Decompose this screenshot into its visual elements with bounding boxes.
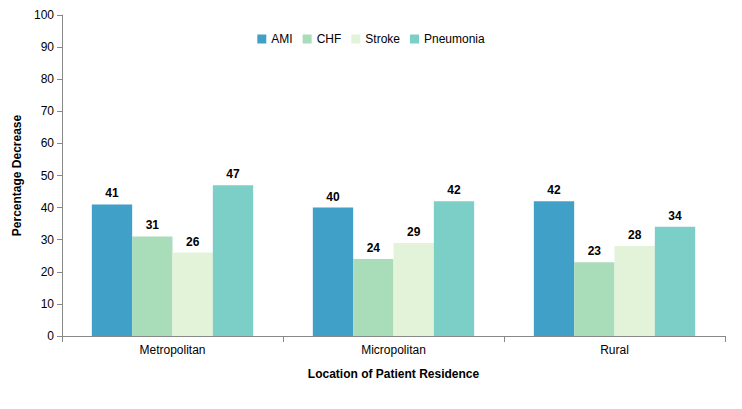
svg-text:Pneumonia: Pneumonia [424,32,485,46]
svg-text:0: 0 [47,329,54,343]
svg-text:30: 30 [41,233,55,247]
svg-text:29: 29 [407,225,421,239]
svg-text:42: 42 [547,183,561,197]
svg-text:23: 23 [588,244,602,258]
svg-text:Location of Patient Residence: Location of Patient Residence [308,367,480,381]
svg-text:70: 70 [41,104,55,118]
svg-text:41: 41 [105,186,119,200]
svg-text:31: 31 [146,218,160,232]
svg-text:10: 10 [41,297,55,311]
svg-text:90: 90 [41,40,55,54]
svg-text:40: 40 [41,201,55,215]
svg-text:26: 26 [186,235,200,249]
svg-text:20: 20 [41,265,55,279]
svg-text:CHF: CHF [317,32,342,46]
svg-text:28: 28 [628,228,642,242]
svg-text:Rural: Rural [600,343,629,357]
svg-text:Metropolitan: Metropolitan [139,343,205,357]
svg-text:50: 50 [41,169,55,183]
svg-text:100: 100 [34,8,54,22]
svg-text:Percentage Decrease: Percentage Decrease [10,114,24,236]
svg-text:42: 42 [447,183,461,197]
svg-text:47: 47 [226,167,240,181]
svg-text:Micropolitan: Micropolitan [361,343,426,357]
svg-text:Stroke: Stroke [365,32,400,46]
svg-text:40: 40 [326,190,340,204]
svg-text:24: 24 [367,241,381,255]
svg-text:80: 80 [41,72,55,86]
svg-text:34: 34 [668,209,682,223]
svg-text:AMI: AMI [271,32,292,46]
svg-text:60: 60 [41,136,55,150]
